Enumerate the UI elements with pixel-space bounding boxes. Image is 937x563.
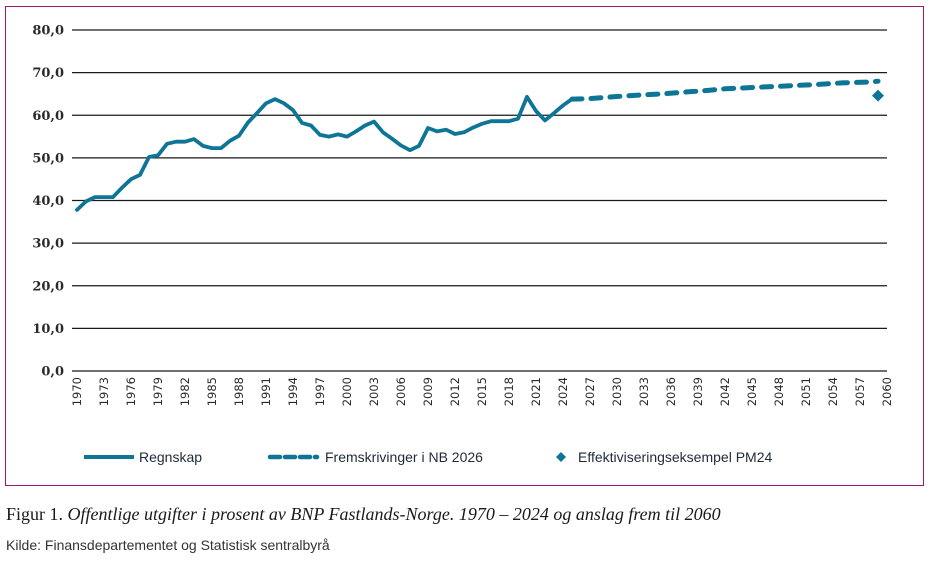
y-tick-label: 10,0	[32, 322, 64, 337]
x-tick-label: 1979	[151, 377, 165, 406]
x-tick-label: 2039	[691, 377, 705, 406]
legend: Regnskap Fremskrivinger i NB 2026 Effekt…	[84, 449, 772, 465]
x-tick-label: 2045	[745, 377, 759, 406]
series-line-fremskrivinger	[569, 78, 881, 102]
x-tick-label: 1970	[70, 377, 84, 406]
legend-swatch-diamond-icon	[556, 452, 566, 462]
chart-frame	[5, 6, 924, 486]
x-axis-ticks: 1970 1973 1976 1979 1982 1985 1988 1991 1994 1997…	[70, 377, 894, 406]
x-tick-label: 2060	[880, 377, 894, 406]
x-tick-label: 2048	[772, 377, 786, 406]
y-axis-ticks: 0,0 10,0 20,0 30,0 40,0 50,0 60,0 70,0 80,0	[32, 24, 64, 380]
x-tick-label: 2003	[367, 377, 381, 406]
x-tick-label: 2021	[529, 377, 543, 406]
x-tick-label: 2024	[556, 377, 570, 406]
x-tick-label: 2027	[583, 377, 597, 406]
x-tick-label: 2036	[664, 377, 678, 406]
y-tick-label: 50,0	[32, 151, 64, 166]
figure-caption: Figur 1. Offentlige utgifter i prosent a…	[6, 504, 721, 525]
y-tick-label: 70,0	[32, 66, 64, 81]
data-point-diamond	[872, 89, 884, 102]
x-tick-label: 1973	[97, 377, 111, 406]
x-tick-label: 1985	[205, 377, 219, 406]
x-tick-label: 2042	[718, 377, 732, 406]
x-tick-label: 2054	[826, 377, 840, 406]
y-tick-label: 20,0	[32, 279, 64, 294]
x-tick-label: 1991	[259, 377, 273, 406]
caption-text: Offentlige utgifter i prosent av BNP Fas…	[67, 504, 721, 524]
x-tick-label: 2057	[853, 377, 867, 406]
x-tick-label: 2033	[637, 377, 651, 406]
chart: 0,0 10,0 20,0 30,0 40,0 50,0 60,0 70,0 80,0 1970…	[32, 24, 894, 466]
x-tick-label: 2000	[340, 377, 354, 406]
legend-label-fremskrivinger: Fremskrivinger i NB 2026	[325, 449, 483, 465]
x-tick-label: 1988	[232, 377, 246, 406]
y-tick-label: 60,0	[32, 109, 64, 124]
x-tick-label: 1994	[286, 377, 300, 406]
source-note: Kilde: Finansdepartementet og Statistisk…	[6, 537, 330, 553]
x-tick-label: 1976	[124, 377, 138, 406]
x-tick-label: 2009	[421, 377, 435, 406]
x-tick-label: 1997	[313, 377, 327, 406]
x-tick-label: 1982	[178, 377, 192, 406]
y-tick-label: 30,0	[32, 237, 64, 252]
x-tick-label: 2015	[475, 377, 489, 406]
y-tick-label: 40,0	[32, 194, 64, 209]
legend-label-regnskap: Regnskap	[139, 449, 202, 465]
y-tick-label: 0,0	[41, 365, 64, 380]
x-tick-label: 2018	[502, 377, 516, 406]
caption-prefix: Figur 1.	[6, 504, 68, 524]
series-line-regnskap	[75, 95, 574, 212]
x-tick-label: 2012	[448, 377, 462, 406]
legend-label-effektivisering: Effektiviseringseksempel PM24	[578, 449, 772, 465]
x-tick-label: 2030	[610, 377, 624, 406]
gridlines	[72, 29, 887, 372]
y-tick-label: 80,0	[32, 24, 64, 39]
series	[75, 78, 884, 212]
x-tick-label: 2006	[394, 377, 408, 406]
x-tick-label: 2051	[799, 377, 813, 406]
